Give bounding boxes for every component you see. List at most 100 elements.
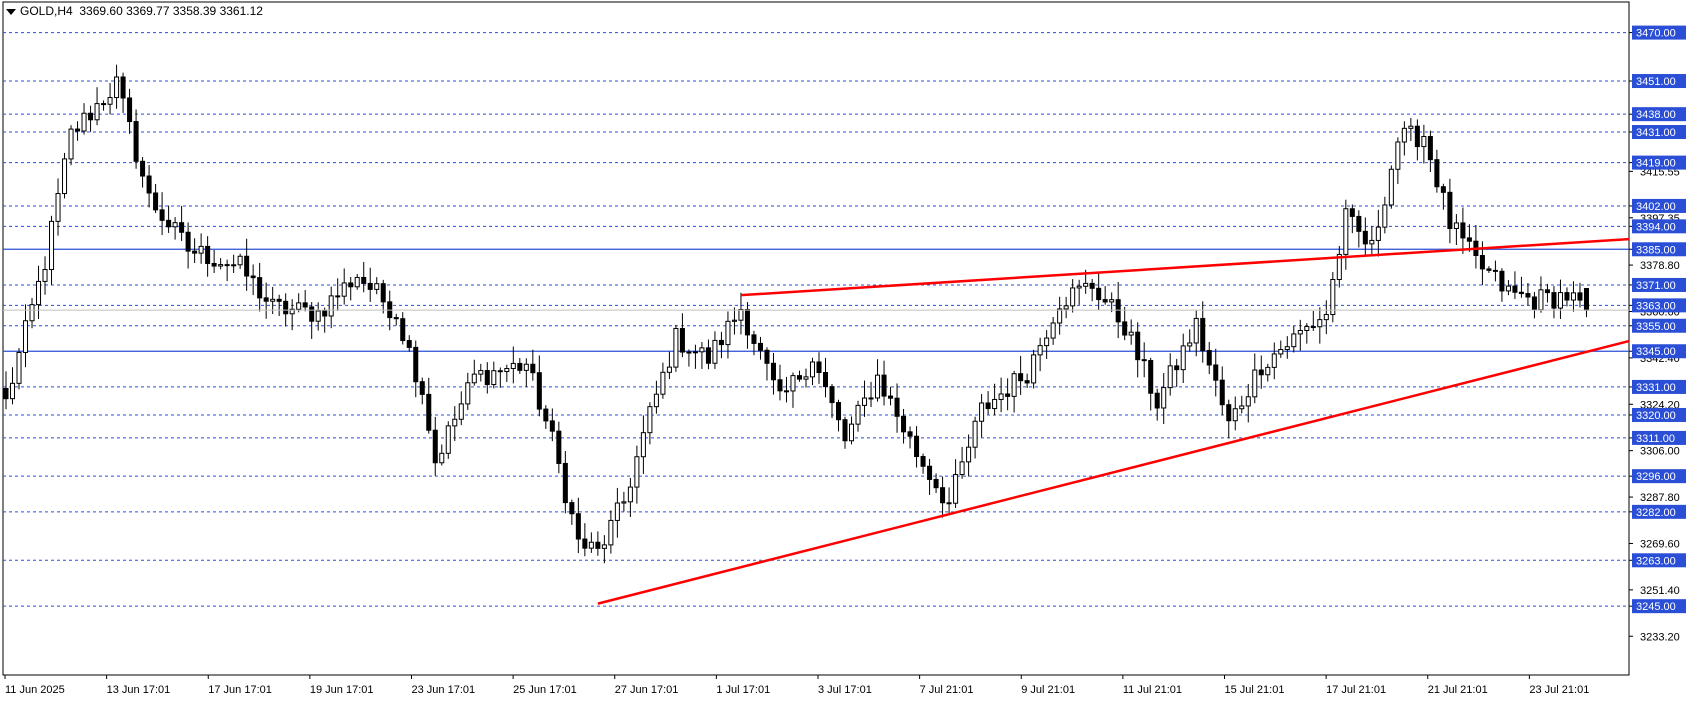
- candle-body: [875, 374, 881, 399]
- candle-body: [315, 310, 321, 322]
- candle-body: [400, 318, 406, 342]
- level-label-bg: [1632, 599, 1686, 614]
- level-label: 3282.00: [1636, 507, 1676, 519]
- candle-body: [445, 425, 451, 454]
- candle-body: [1310, 326, 1316, 329]
- candle-body: [822, 372, 829, 388]
- candle-body: [692, 351, 698, 354]
- x-tick-label: 27 Jun 17:01: [615, 684, 679, 696]
- level-label: 3320.00: [1636, 410, 1676, 422]
- candle-body: [211, 262, 217, 267]
- candle-body: [1141, 359, 1147, 362]
- candle-body: [1427, 135, 1433, 161]
- candle-body: [1395, 141, 1401, 170]
- candle-body: [679, 328, 685, 353]
- candle-body: [354, 276, 360, 288]
- candle-body: [1505, 285, 1511, 292]
- candle-body: [1401, 127, 1407, 143]
- candle-body: [673, 328, 679, 368]
- candle-body: [1460, 222, 1466, 239]
- candle-body: [946, 502, 952, 505]
- candle-body: [1330, 278, 1336, 316]
- level-label-bg: [1632, 379, 1686, 394]
- candle-body: [1369, 239, 1375, 245]
- candle-body: [1349, 208, 1355, 217]
- candle-body: [1239, 405, 1245, 410]
- candle-body: [621, 501, 627, 504]
- candle-body: [166, 219, 172, 228]
- candle-body: [894, 397, 900, 417]
- level-label: 3394.00: [1636, 221, 1676, 233]
- x-tick-label: 19 Jun 17:01: [310, 684, 374, 696]
- candle-body: [491, 370, 497, 386]
- level-label: 3296.00: [1636, 471, 1676, 483]
- candle-body: [803, 376, 809, 380]
- candle-body: [68, 128, 74, 160]
- candle-body: [543, 408, 549, 422]
- level-label: 3431.00: [1636, 127, 1676, 139]
- candle-body: [1226, 404, 1232, 422]
- candle-body: [1518, 291, 1524, 295]
- x-tick-label: 21 Jul 21:01: [1428, 684, 1488, 696]
- candle-body: [744, 309, 750, 336]
- x-tick-label: 9 Jul 21:01: [1021, 684, 1075, 696]
- level-label: 3245.00: [1636, 601, 1676, 613]
- candle-body: [114, 76, 120, 99]
- candle-body: [75, 128, 81, 132]
- candle-body: [36, 280, 42, 306]
- candle-body: [718, 339, 724, 346]
- candle-body: [367, 282, 373, 290]
- candle-body: [979, 402, 985, 422]
- candle-body: [712, 339, 718, 364]
- candle-body: [731, 319, 737, 322]
- candle-body: [640, 432, 646, 458]
- candle-body: [231, 264, 237, 267]
- candle-body: [966, 446, 972, 463]
- candle-body: [172, 222, 178, 228]
- candle-body: [419, 381, 425, 395]
- x-tick-label: 11 Jun 2025: [5, 684, 65, 696]
- candle-body: [120, 76, 126, 99]
- candle-body: [1115, 299, 1121, 323]
- x-tick-label: 11 Jul 21:01: [1123, 684, 1182, 696]
- symbol-menu-icon[interactable]: [6, 8, 16, 15]
- candle-body: [374, 283, 380, 290]
- candle-body: [764, 349, 770, 364]
- candle-body: [510, 362, 516, 370]
- candle-body: [595, 541, 601, 549]
- candle-body: [530, 363, 536, 374]
- candle-body: [237, 255, 243, 266]
- candle-body: [335, 295, 341, 298]
- candle-body: [1284, 346, 1290, 351]
- candle-body: [1070, 287, 1076, 307]
- candle-body: [1388, 168, 1394, 206]
- candle-body: [224, 264, 230, 267]
- level-label-bg: [1632, 504, 1686, 519]
- candle-body: [1447, 191, 1453, 229]
- candle-body: [770, 362, 776, 381]
- candle-body: [1544, 289, 1550, 294]
- candle-body: [413, 346, 419, 383]
- candle-body: [614, 502, 620, 521]
- candle-body: [1564, 292, 1570, 301]
- y-tick-label: 3378.80: [1640, 260, 1680, 272]
- candle-body: [647, 406, 653, 434]
- candle-body: [1102, 299, 1108, 303]
- candle-body: [972, 420, 978, 448]
- candle-body: [1018, 373, 1024, 382]
- candle-body: [842, 419, 848, 442]
- candle-body: [1057, 308, 1063, 324]
- x-tick-label: 3 Jul 17:01: [818, 684, 872, 696]
- y-tick-label: 3269.60: [1640, 538, 1680, 550]
- candle-body: [575, 513, 581, 540]
- level-label-bg: [1632, 277, 1686, 292]
- close-value: 3361.12: [219, 4, 263, 18]
- candle-body: [1479, 255, 1485, 270]
- candle-body: [1486, 268, 1492, 271]
- candle-body: [1343, 208, 1349, 255]
- candle-body: [296, 302, 302, 310]
- level-label: 3355.00: [1636, 321, 1676, 333]
- candle-body: [1297, 329, 1303, 335]
